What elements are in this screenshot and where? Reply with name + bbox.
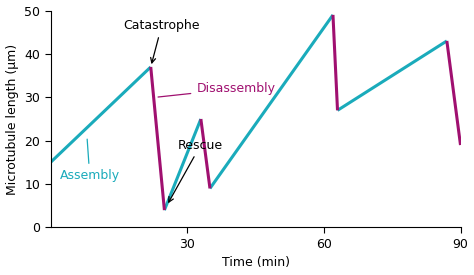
Text: Catastrophe: Catastrophe bbox=[123, 19, 200, 63]
Text: Disassembly: Disassembly bbox=[158, 82, 275, 97]
Text: Assembly: Assembly bbox=[60, 139, 120, 182]
X-axis label: Time (min): Time (min) bbox=[221, 257, 290, 269]
Y-axis label: Microtubule length (μm): Microtubule length (μm) bbox=[6, 43, 18, 195]
Text: Rescue: Rescue bbox=[169, 139, 223, 202]
